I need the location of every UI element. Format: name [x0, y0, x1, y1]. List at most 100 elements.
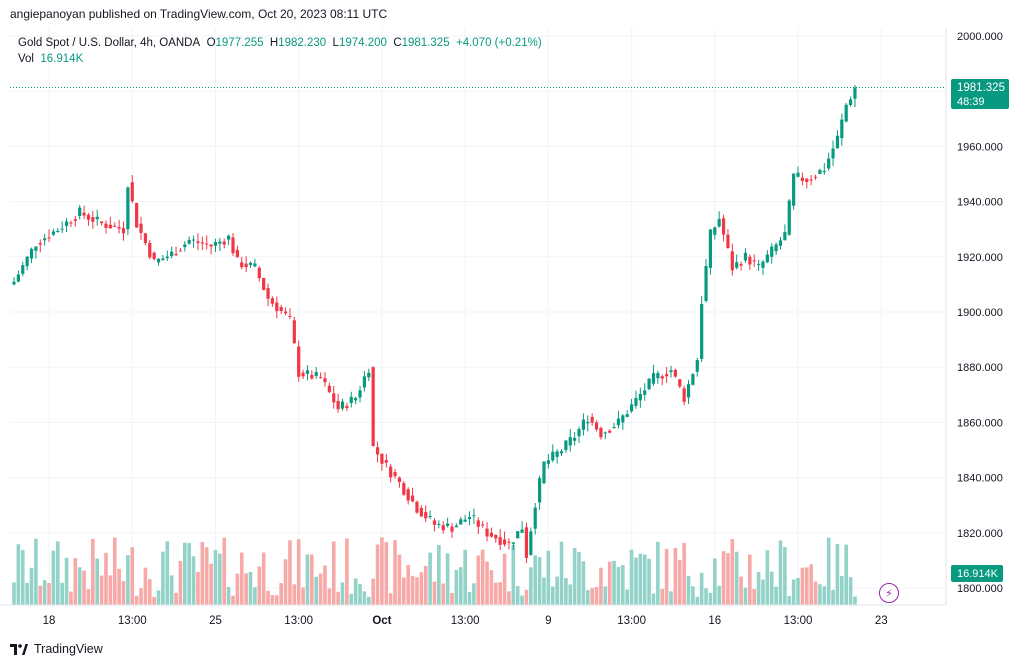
volume-bar — [384, 542, 389, 605]
candle-body — [12, 281, 16, 285]
candle-body — [135, 202, 139, 228]
candle-body — [516, 531, 520, 539]
volume-bar — [660, 588, 665, 605]
volume-bar — [796, 577, 800, 605]
candle-body — [564, 440, 568, 450]
volume-bar — [748, 554, 752, 605]
grid-lines — [10, 28, 946, 605]
candle-body — [529, 531, 533, 555]
volume-bar — [161, 551, 165, 605]
candle-body — [310, 374, 314, 379]
volume-bar — [708, 592, 713, 605]
volume-bar — [585, 590, 590, 605]
volume-bar — [804, 567, 809, 605]
candle-body — [717, 218, 721, 227]
volume-bar — [165, 541, 170, 605]
volume-bar — [599, 567, 603, 605]
candle-body — [47, 237, 51, 239]
candle-body — [721, 218, 726, 235]
volume-bar — [117, 568, 121, 605]
time-tick-label: 13:00 — [118, 615, 147, 627]
lightning-icon[interactable]: ⚡ — [879, 583, 899, 603]
candle-body — [765, 254, 769, 263]
candle-body — [551, 451, 555, 461]
chart-frame[interactable]: 1800.000 1820.000 1840.000 1860.000 1880.000… — [0, 28, 1024, 628]
candle-body — [358, 390, 362, 398]
candle-body — [454, 525, 458, 528]
candle-body — [463, 519, 467, 522]
candle-body — [533, 507, 537, 529]
candle-body — [538, 478, 542, 503]
candle-body — [319, 377, 323, 379]
volume-bar — [388, 593, 393, 605]
volume-bar — [848, 577, 853, 605]
time-tick-label: 23 — [875, 615, 888, 627]
volume-bar — [345, 538, 349, 605]
volume-bar — [476, 555, 481, 605]
price-axis: 1800.000 1820.000 1840.000 1860.000 1880.000… — [957, 31, 1003, 595]
candle-body — [161, 258, 165, 261]
volume-bar — [314, 576, 319, 605]
volume-bar — [612, 560, 616, 605]
volume-bar — [778, 540, 783, 605]
candle-body — [367, 372, 371, 378]
legend-high-value: 1982.230 — [278, 37, 327, 49]
volume-bar — [853, 596, 857, 605]
volume-bar — [380, 537, 384, 605]
volume-bar — [235, 573, 240, 605]
candle-body — [73, 219, 77, 221]
volume-bar — [625, 589, 629, 605]
volume-bar — [555, 576, 559, 605]
volume-bar — [209, 563, 213, 605]
price-chart[interactable]: 1800.000 1820.000 1840.000 1860.000 1880.000… — [0, 28, 1024, 628]
candle-body — [542, 461, 546, 484]
candle-body — [459, 519, 463, 525]
candle-body — [275, 302, 279, 312]
volume-bar — [226, 586, 231, 605]
volume-bar — [756, 571, 761, 605]
volume-bar — [515, 586, 520, 605]
candle-body — [665, 374, 669, 377]
tradingview-logo[interactable]: TradingView — [10, 642, 103, 656]
candle-body — [844, 104, 848, 122]
volume-bar — [520, 595, 524, 605]
candle-body — [380, 453, 384, 464]
volume-bar — [47, 583, 51, 605]
volume-bar — [121, 581, 126, 605]
candle-body — [332, 393, 336, 403]
time-tick-label: 16 — [708, 615, 721, 627]
candle-body — [713, 227, 717, 235]
candle-body — [559, 451, 564, 454]
legend-volume-row: Vol 16.914K — [18, 51, 542, 67]
volume-bar — [603, 586, 608, 605]
candle-body — [472, 515, 476, 517]
candle-body — [643, 390, 647, 395]
candle-body — [187, 239, 191, 244]
candle-body — [253, 263, 257, 267]
volume-bar — [542, 577, 546, 605]
legend-high-label: H — [269, 37, 279, 49]
candle-body — [783, 232, 787, 241]
candle-body — [29, 248, 34, 259]
volume-bar — [822, 586, 827, 605]
volume-bar — [169, 575, 174, 605]
publisher-line: angiepanoyan published on TradingView.co… — [10, 7, 388, 21]
candle-body — [113, 225, 117, 227]
candle-body — [608, 430, 612, 433]
legend-symbol[interactable]: Gold Spot / U.S. Dollar, 4h, OANDA — [18, 37, 201, 49]
candle-body — [441, 525, 445, 531]
price-tick-label: 1820.000 — [957, 528, 1003, 540]
candle-body — [323, 378, 327, 383]
time-tick-label: 13:00 — [451, 615, 480, 627]
volume-bar — [445, 553, 450, 605]
candle-body — [371, 367, 375, 446]
volume-bar — [327, 588, 332, 605]
candle-body — [735, 262, 739, 268]
candle-body — [840, 119, 844, 139]
volume-bar — [406, 565, 410, 605]
volume-bar — [568, 584, 573, 605]
candle-body — [848, 99, 853, 105]
candle-body — [336, 401, 340, 410]
volume-bar — [642, 554, 647, 605]
candle-body — [191, 239, 196, 241]
